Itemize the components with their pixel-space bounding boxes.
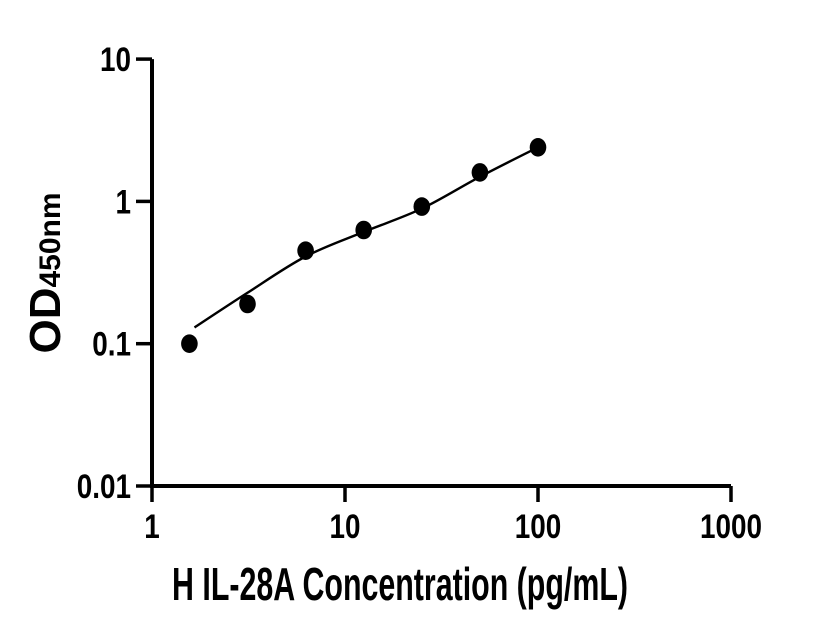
data-point xyxy=(355,220,373,240)
data-point xyxy=(471,163,489,182)
x-tick-label: 10 xyxy=(330,508,361,546)
data-point xyxy=(413,197,431,216)
data-point xyxy=(529,138,547,157)
x-tick-label: 1 xyxy=(144,508,160,546)
y-axis-title: OD450nm xyxy=(21,192,71,353)
y-axis-title-subscript: 450nm xyxy=(34,192,67,288)
x-tick-label: 1000 xyxy=(700,508,762,546)
x-axis-title: H IL-28A Concentration (pg/mL) xyxy=(172,558,628,610)
data-point xyxy=(297,241,314,260)
y-tick-label: 0.1 xyxy=(92,326,131,364)
data-point xyxy=(181,334,198,354)
y-axis-title-main: OD xyxy=(21,287,70,354)
y-tick-label: 10 xyxy=(100,41,131,79)
y-tick-label: 1 xyxy=(116,183,132,221)
x-tick-label: 100 xyxy=(515,508,562,546)
y-tick-label: 0.01 xyxy=(77,468,131,506)
data-point xyxy=(239,294,256,314)
axes-frame xyxy=(150,59,731,488)
